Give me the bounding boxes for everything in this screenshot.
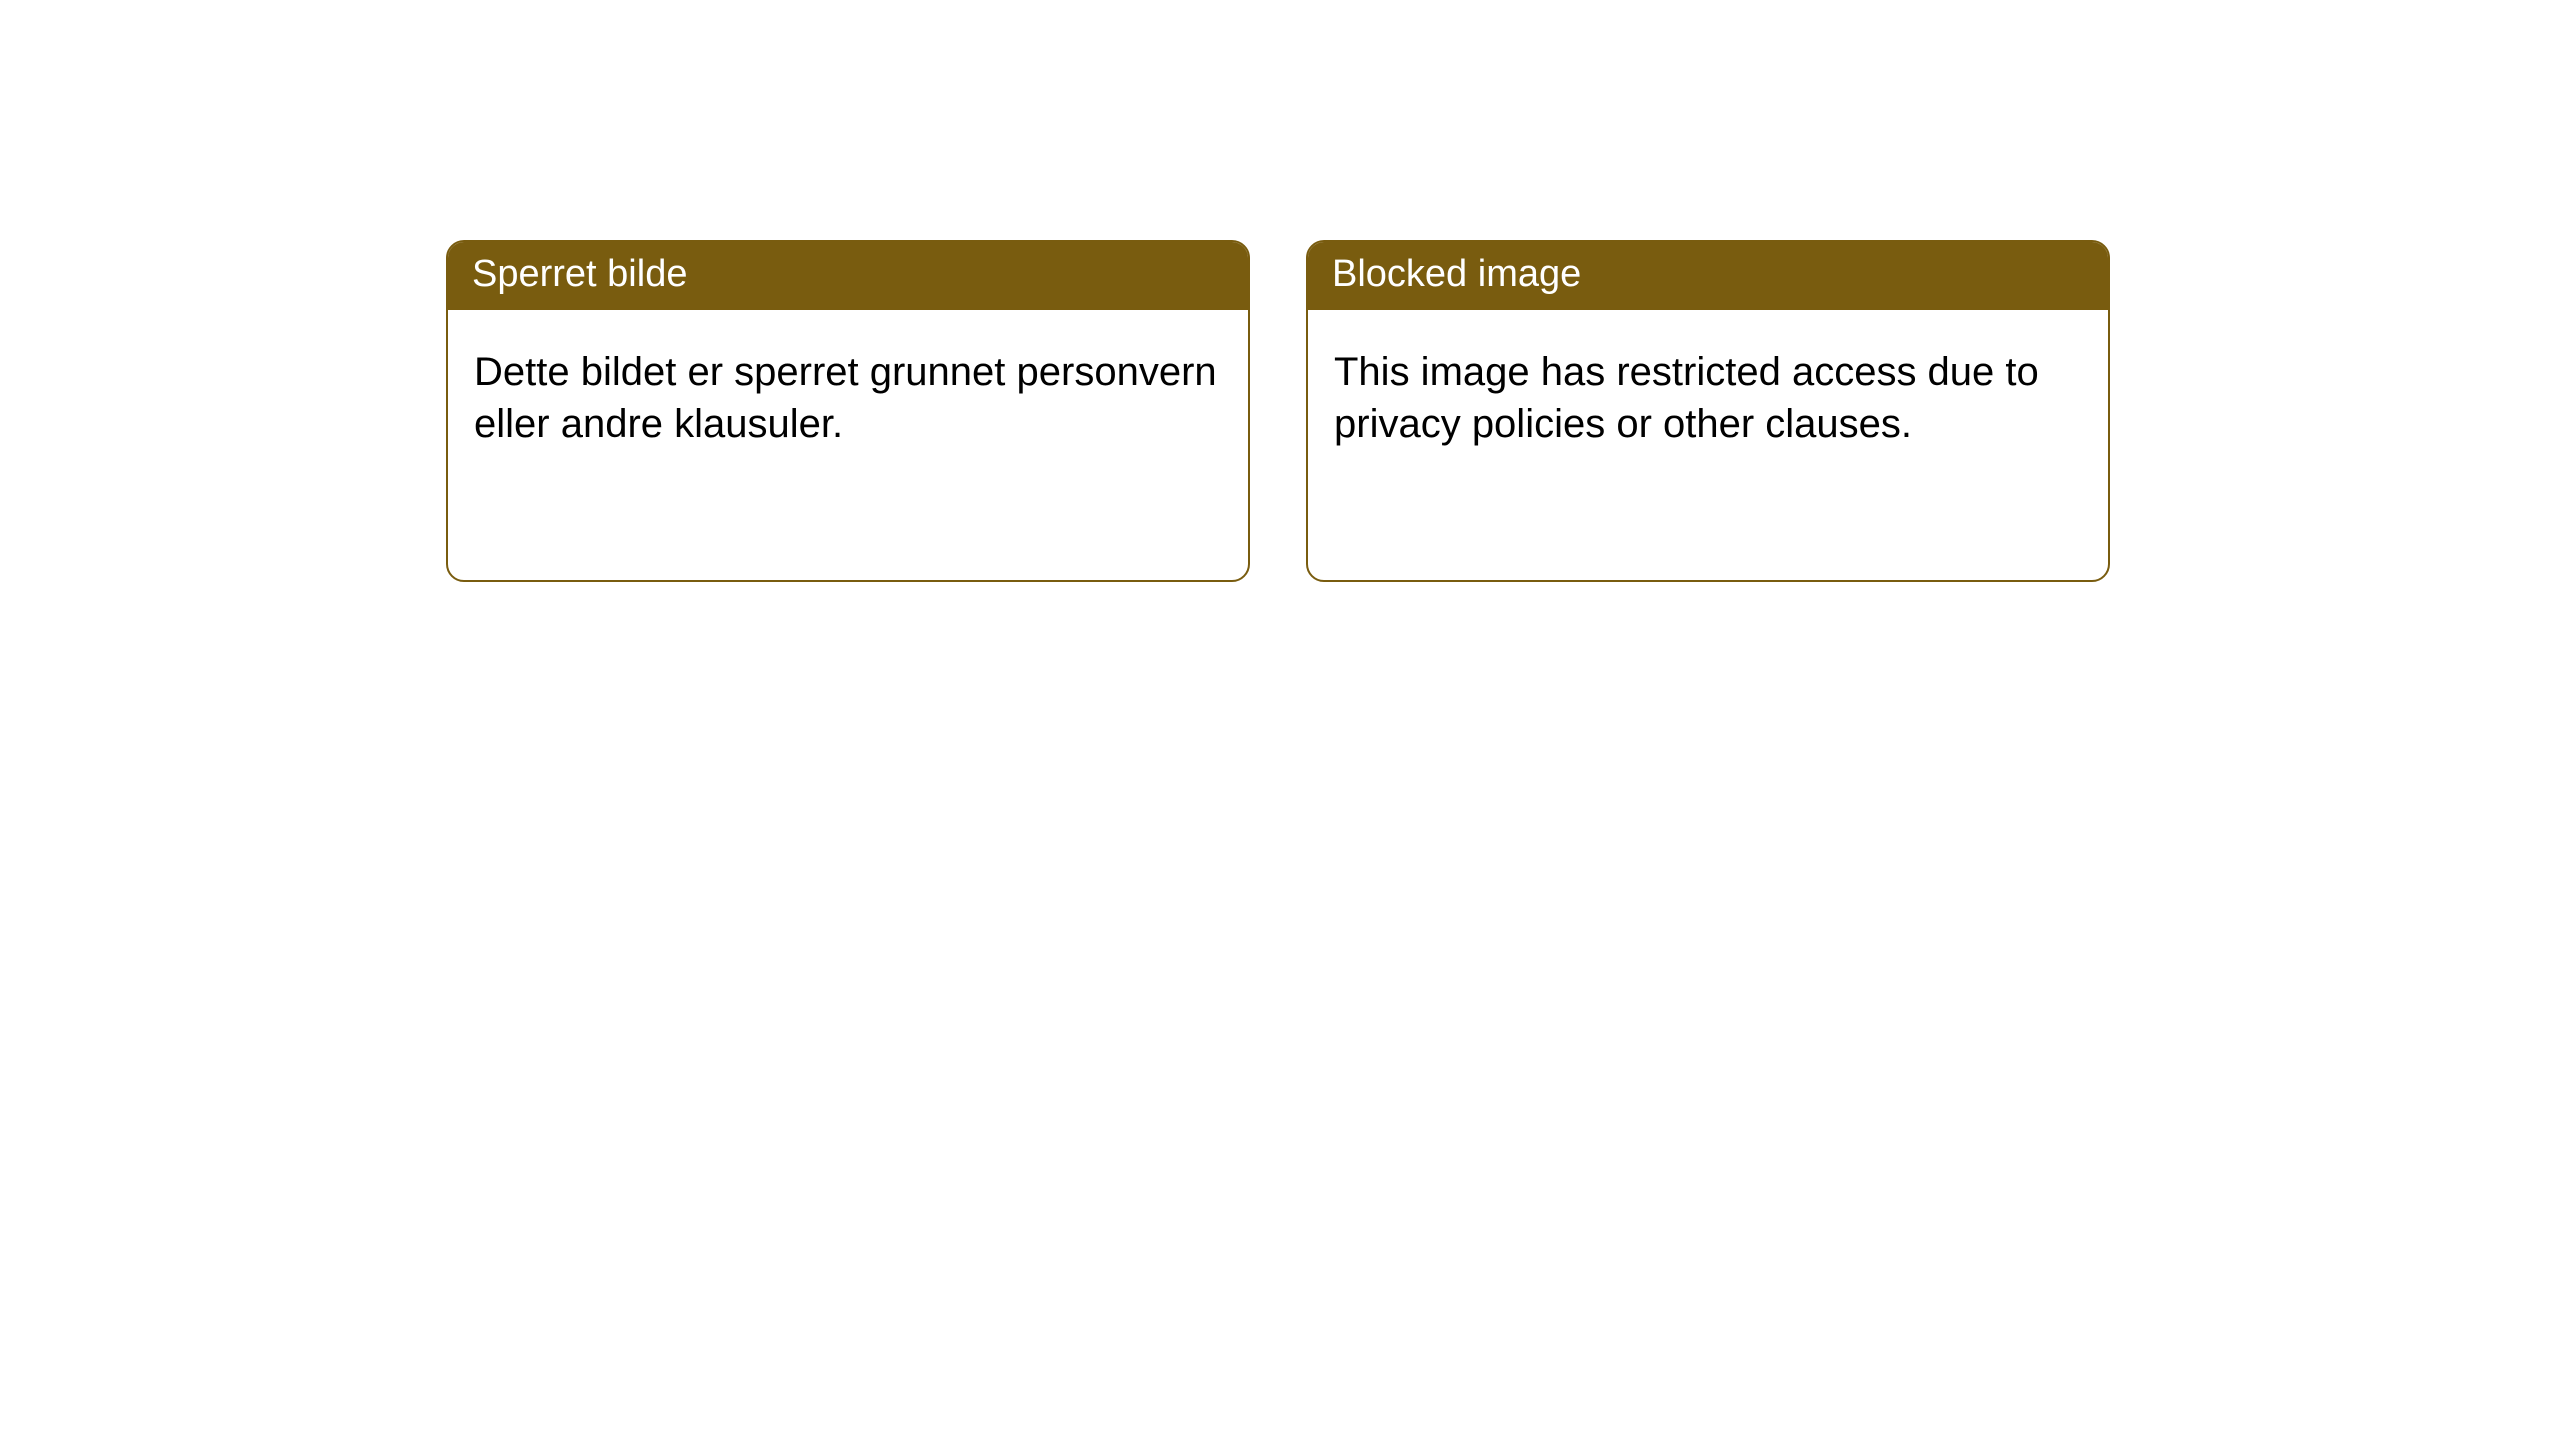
notice-card-header: Sperret bilde xyxy=(448,242,1248,310)
notice-card-text: Dette bildet er sperret grunnet personve… xyxy=(474,350,1217,446)
notice-card-title: Sperret bilde xyxy=(472,253,687,295)
notice-card-norwegian: Sperret bilde Dette bildet er sperret gr… xyxy=(446,240,1250,582)
notice-card-text: This image has restricted access due to … xyxy=(1334,350,2039,446)
notice-card-english: Blocked image This image has restricted … xyxy=(1306,240,2110,582)
notice-cards-container: Sperret bilde Dette bildet er sperret gr… xyxy=(0,0,2560,582)
notice-card-body: This image has restricted access due to … xyxy=(1308,310,2108,580)
notice-card-header: Blocked image xyxy=(1308,242,2108,310)
notice-card-title: Blocked image xyxy=(1332,253,1581,295)
notice-card-body: Dette bildet er sperret grunnet personve… xyxy=(448,310,1248,580)
